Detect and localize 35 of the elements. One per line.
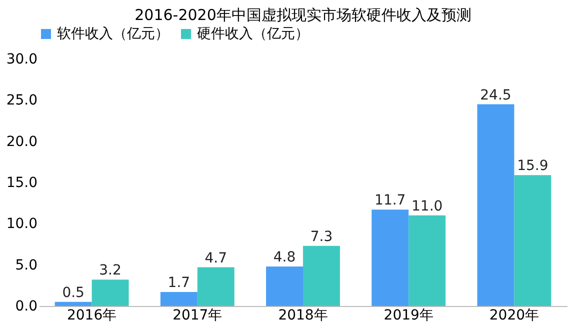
x-tick-label: 2018年 <box>278 308 328 324</box>
bar <box>514 175 552 306</box>
x-tick-label: 2019年 <box>384 308 434 324</box>
bar <box>92 280 129 306</box>
x-tick-label: 2020年 <box>489 308 540 324</box>
y-tick-label: 10.0 <box>6 216 38 232</box>
bar <box>160 292 198 306</box>
bar <box>303 246 340 306</box>
y-tick-label: 15.0 <box>6 175 38 191</box>
y-tick-label: 5.0 <box>15 257 38 274</box>
data-label: 4.8 <box>273 249 296 266</box>
data-label: 15.9 <box>517 158 548 174</box>
data-label: 3.2 <box>99 262 122 279</box>
chart-title: 2016-2020年中国虚拟现实市场软硬件收入及预测 <box>134 6 472 24</box>
x-tick-label: 2016年 <box>66 308 117 324</box>
bar <box>372 210 409 306</box>
data-label: 4.7 <box>204 250 228 266</box>
bar <box>54 302 92 306</box>
legend-label: 软件收入（亿元） <box>57 26 169 42</box>
x-tick-label: 2017年 <box>172 308 222 324</box>
data-label: 11.7 <box>374 192 406 209</box>
y-tick-label: 30.0 <box>6 52 38 68</box>
bar <box>477 104 514 306</box>
data-label: 24.5 <box>480 87 512 104</box>
data-label: 0.5 <box>62 284 84 301</box>
y-tick-label: 0.0 <box>15 298 38 314</box>
bar <box>408 215 446 306</box>
data-label: 7.3 <box>310 228 333 245</box>
bar <box>266 266 303 306</box>
data-label: 1.7 <box>168 275 190 292</box>
data-label: 11.0 <box>411 198 443 214</box>
bar <box>197 267 234 306</box>
y-tick-label: 20.0 <box>6 134 38 150</box>
legend-label: 硬件收入（亿元） <box>197 26 309 42</box>
y-tick-label: 25.0 <box>6 92 38 109</box>
